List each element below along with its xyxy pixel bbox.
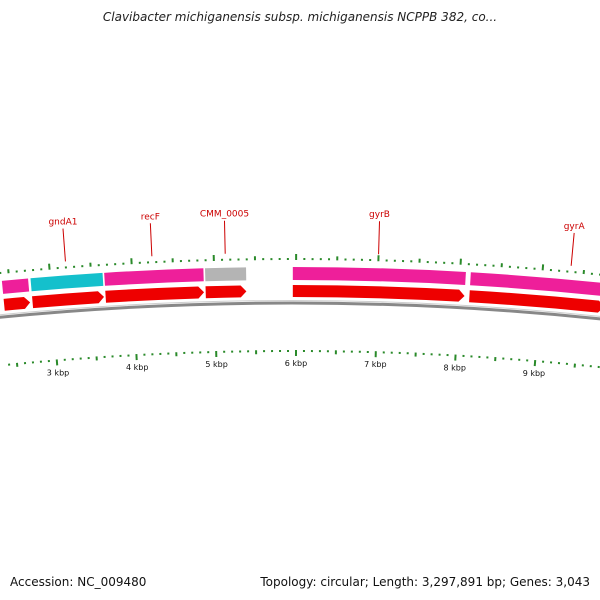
cds-segment-recf: [104, 268, 204, 286]
gene-arrow-gyra: [469, 290, 600, 313]
kbp-label: 4 kbp: [126, 363, 148, 372]
gene-label-cmm_0005: CMM_0005: [200, 210, 249, 220]
lower-tick-track: [8, 350, 600, 369]
kbp-labels: 3 kbp 4 kbp 5 kbp 6 kbp 7 kbp 8 kbp 9 kbp: [47, 359, 545, 378]
kbp-label: 8 kbp: [443, 364, 465, 373]
leader-cmm_0005: [223, 220, 226, 254]
leader-gyrb: [378, 221, 381, 255]
upper-tick-track: [0, 254, 600, 276]
kbp-label: 7 kbp: [364, 360, 386, 369]
gene-label-gyra: gyrA: [564, 222, 586, 232]
page-title: Clavibacter michiganensis subsp. michiga…: [102, 10, 498, 24]
kbp-label: 6 kbp: [285, 359, 307, 368]
gene-label-gnda1: gndA1: [48, 218, 77, 228]
cds-segment-gyra: [470, 272, 600, 296]
gene-arrow-partial: [3, 296, 31, 311]
backbone-arc: [0, 301, 600, 321]
kbp-label: 3 kbp: [47, 368, 69, 377]
gene-arrow-cmm_0005: [205, 285, 247, 299]
cds-segment-gyrb: [292, 267, 466, 285]
gene-arrow-gnda1: [32, 291, 105, 309]
kbp-label: 9 kbp: [523, 369, 545, 378]
genome-summary: Topology: circular; Length: 3,297,891 bp…: [260, 575, 590, 589]
accession-info: Accession: NC_009480: [10, 575, 146, 589]
gene-label-gyrb: gyrB: [369, 210, 390, 220]
kbp-label: 5 kbp: [205, 360, 227, 369]
accession-label: Accession:: [10, 575, 74, 589]
gene-arrow-recf: [105, 286, 205, 303]
cds-segment-gnda1: [30, 272, 104, 292]
cds-track: [1, 267, 600, 296]
leader-gyra: [570, 232, 575, 266]
gene-track: [3, 285, 600, 313]
accession-value: NC_009480: [77, 575, 147, 589]
gene-arrow-gyrb: [292, 285, 465, 302]
backbone: [0, 300, 600, 321]
gene-label-leaders: [62, 220, 575, 266]
leader-gnda1: [62, 228, 66, 262]
gene-label-recf: recF: [141, 212, 160, 222]
backbone-arc-highlight: [0, 300, 600, 317]
gene-labels: gndA1 recF CMM_0005 gyrB gyrA: [48, 210, 585, 232]
cds-segment-cmm_0005: [205, 267, 247, 282]
leader-recf: [149, 223, 153, 257]
cds-segment-partial: [1, 278, 30, 294]
